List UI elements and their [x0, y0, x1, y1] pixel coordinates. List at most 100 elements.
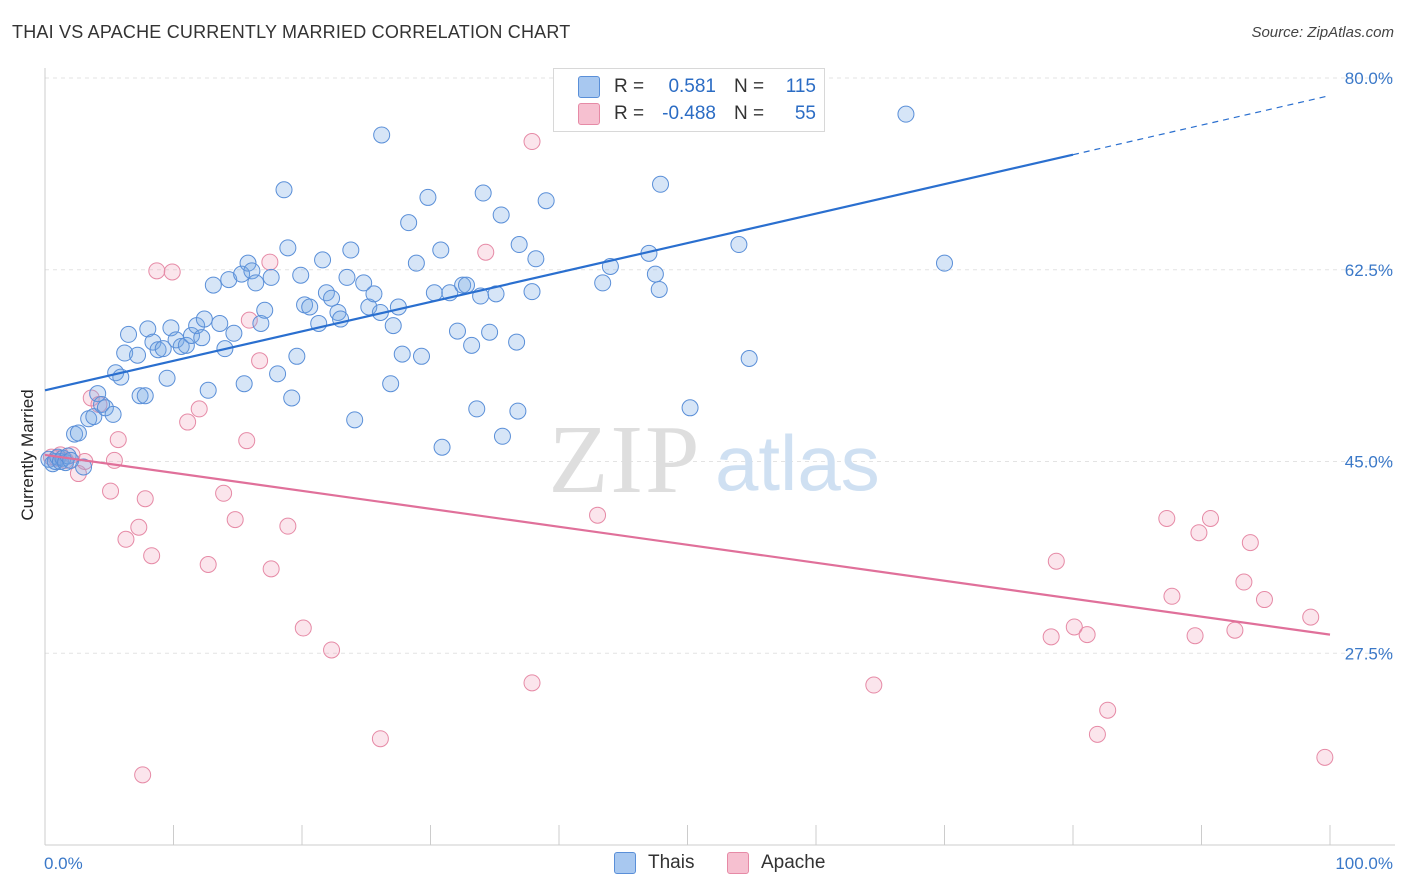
apache-point [130, 518, 148, 536]
chart-title: THAI VS APACHE CURRENTLY MARRIED CORRELA… [12, 22, 571, 42]
thai-point [139, 320, 157, 338]
apache-point [136, 490, 154, 508]
thai-point [292, 266, 310, 284]
x-tick-label: 0.0% [44, 854, 83, 873]
thai-point [730, 236, 748, 254]
thai-point [199, 381, 217, 399]
thai-trend-line [44, 153, 1074, 392]
grid-lines [45, 77, 1395, 654]
bottom-legend-apache[interactable]: Apache [727, 852, 825, 874]
y-tick-label: 80.0% [1345, 69, 1393, 88]
watermark-atlas: atlas [715, 419, 880, 507]
thai-point [182, 326, 200, 344]
source-label: Source: ZipAtlas.com [1251, 24, 1394, 41]
apache-point [1163, 587, 1181, 605]
thai-point [936, 254, 953, 272]
apache-point [102, 482, 120, 500]
apache-point [1241, 534, 1259, 552]
thai-point [646, 265, 664, 283]
thai-trend-extension [1072, 94, 1331, 156]
thai-point [233, 265, 251, 283]
bottom-legend-swatch-thais [614, 852, 636, 874]
y-tick-label: 27.5% [1345, 644, 1393, 663]
apache-point [1190, 524, 1208, 542]
apache-point [1065, 618, 1083, 636]
thai-point [235, 375, 253, 393]
thai-point [457, 276, 475, 294]
thai-point [239, 254, 257, 272]
thai-point [740, 350, 758, 368]
thai-point [279, 239, 297, 257]
thai-point [283, 389, 301, 407]
thai-point [448, 322, 466, 340]
thai-point [474, 184, 492, 202]
thai-point [463, 336, 481, 354]
apache-point [589, 506, 607, 524]
bottom-legend-label-thais: Thais [648, 852, 695, 873]
apache-point [179, 413, 197, 431]
apache-point [323, 641, 341, 659]
apache-point [1316, 748, 1334, 766]
thai-point [509, 402, 527, 420]
thai-point [288, 347, 306, 365]
thai-point [131, 387, 149, 405]
thai-point [373, 126, 391, 144]
apache-point [215, 484, 233, 502]
thai-point [454, 276, 472, 294]
tick-labels: 27.5% 45.0% 62.5% 80.0% 0.0% 100.0% [44, 69, 1393, 873]
apache-point [134, 766, 152, 784]
y-axis-label: Currently Married [18, 389, 37, 521]
thai-point [594, 274, 612, 292]
thai-point [220, 271, 238, 289]
thai-point [382, 375, 400, 393]
legend-r-label: R = [614, 76, 645, 97]
thai-point [262, 268, 280, 286]
thai-point [116, 344, 134, 362]
thai-point [384, 317, 402, 335]
thai-point [129, 346, 147, 364]
thai-point [425, 284, 443, 302]
thai-point [104, 405, 122, 423]
thai-point [158, 369, 176, 387]
apache-point [1201, 509, 1219, 527]
thai-point [650, 280, 668, 298]
thai-point [211, 314, 229, 332]
apache-point [226, 511, 244, 529]
apache-point [262, 560, 280, 578]
thai-point [154, 340, 172, 358]
apache-point [865, 676, 883, 694]
thai-point [252, 314, 270, 332]
bottom-legend-thais[interactable]: Thais [614, 852, 694, 874]
thai-point [355, 274, 373, 292]
thai-point [433, 438, 451, 456]
watermark-zip: ZIP [549, 406, 702, 514]
apache-point [523, 133, 541, 151]
thai-point [172, 337, 190, 355]
thai-point [193, 329, 211, 347]
bottom-legend-label-apache: Apache [761, 852, 826, 873]
thai-point [413, 347, 431, 365]
thai-point [897, 105, 915, 123]
thai-point [275, 181, 293, 199]
thai-point [204, 276, 222, 294]
legend-swatch-apache [578, 103, 600, 125]
legend-n-value: 115 [785, 76, 816, 97]
apache-point [117, 530, 135, 548]
legend-r-value: -0.488 [662, 103, 716, 124]
apache-point [1302, 608, 1320, 626]
thai-point [527, 250, 545, 268]
thai-point [419, 188, 437, 206]
thai-point [407, 254, 425, 272]
thai-point [256, 301, 274, 319]
apache-point [1078, 626, 1096, 644]
thai-point [537, 192, 555, 210]
watermark: ZIP atlas [549, 406, 880, 514]
apache-point [190, 400, 208, 418]
thai-point [523, 283, 541, 301]
x-tick-label: 100.0% [1335, 854, 1393, 873]
thai-point [338, 268, 356, 286]
thai-point [481, 323, 499, 341]
apache-point [1042, 628, 1060, 646]
thai-point [432, 241, 450, 259]
